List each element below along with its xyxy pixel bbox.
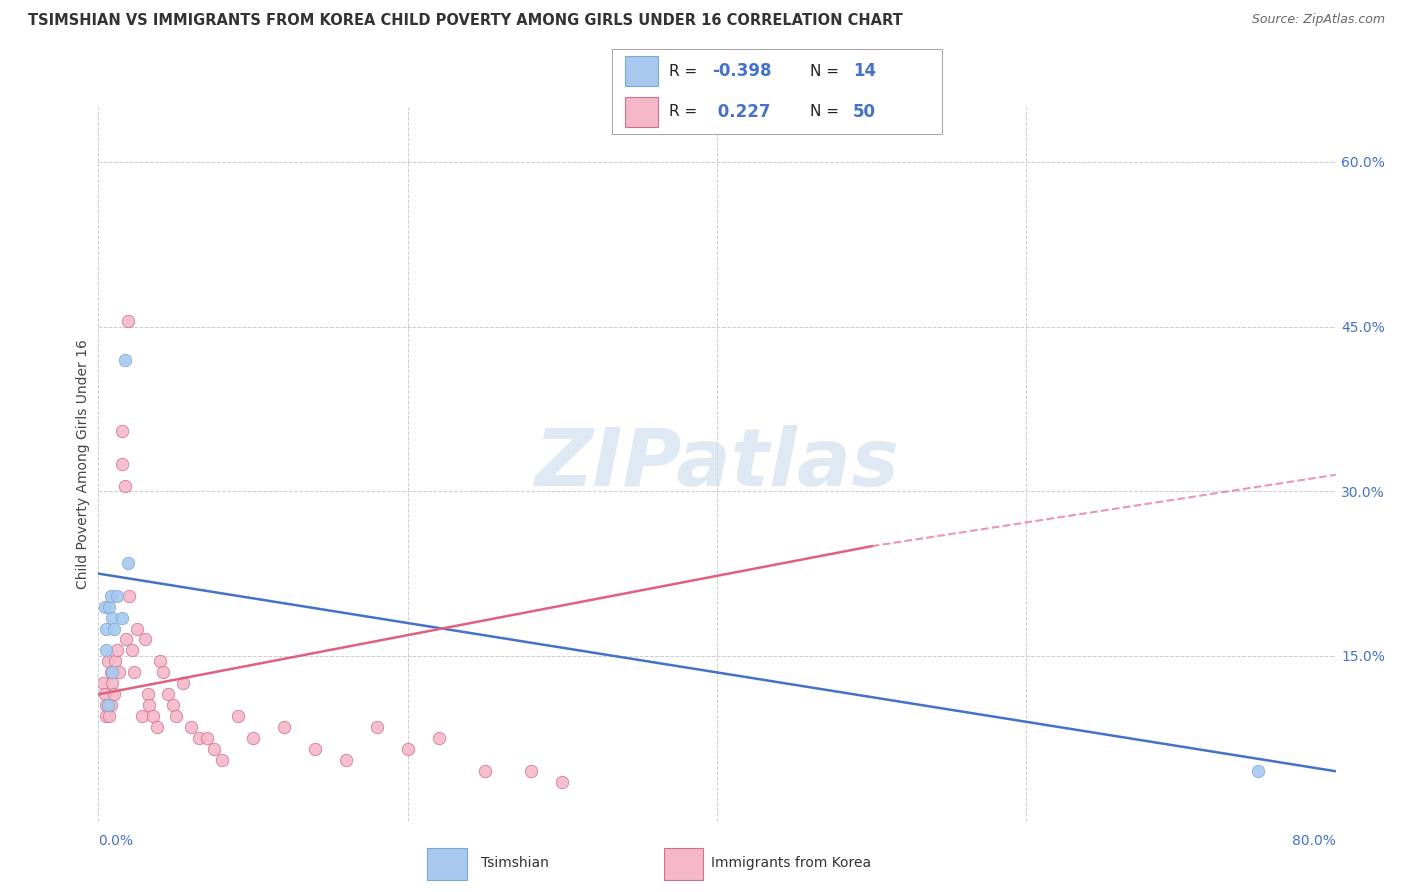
Point <box>107 665 129 680</box>
Text: -0.398: -0.398 <box>713 62 772 80</box>
Point <box>111 424 134 438</box>
Point <box>105 643 128 657</box>
Point <box>142 709 165 723</box>
Point <box>195 731 218 746</box>
Point <box>162 698 184 713</box>
Point <box>520 764 543 779</box>
Point <box>114 352 136 367</box>
Point <box>115 632 138 647</box>
Point <box>91 676 114 690</box>
Text: 14: 14 <box>853 62 876 80</box>
Point <box>131 709 153 723</box>
Point <box>180 720 202 734</box>
Point <box>366 720 388 734</box>
Text: Immigrants from Korea: Immigrants from Korea <box>711 856 872 870</box>
Point <box>97 655 120 669</box>
Point <box>226 709 249 723</box>
Point <box>101 610 124 624</box>
Point <box>98 709 121 723</box>
FancyBboxPatch shape <box>624 56 658 87</box>
Y-axis label: Child Poverty Among Girls Under 16: Child Poverty Among Girls Under 16 <box>76 339 90 589</box>
Point <box>111 457 134 471</box>
Point <box>117 314 139 328</box>
Point <box>127 622 149 636</box>
Point <box>138 698 160 713</box>
Point <box>149 655 172 669</box>
Point <box>96 709 118 723</box>
Point <box>97 698 120 713</box>
Point <box>100 665 122 680</box>
Point <box>173 676 195 690</box>
Point <box>165 709 187 723</box>
Text: Tsimshian: Tsimshian <box>481 856 548 870</box>
Text: 0.0%: 0.0% <box>98 834 134 848</box>
Point <box>96 643 118 657</box>
Point <box>427 731 450 746</box>
Point <box>273 720 295 734</box>
Point <box>204 742 226 756</box>
Point <box>96 622 118 636</box>
Point <box>134 632 156 647</box>
Point <box>136 687 159 701</box>
Point <box>146 720 169 734</box>
Point <box>114 479 136 493</box>
Point <box>111 610 134 624</box>
Point <box>96 698 118 713</box>
Point <box>98 599 121 614</box>
Text: 0.227: 0.227 <box>713 103 770 120</box>
Point <box>117 556 139 570</box>
FancyBboxPatch shape <box>624 96 658 127</box>
Text: 50: 50 <box>853 103 876 120</box>
Point <box>100 589 122 603</box>
Point <box>105 589 128 603</box>
Point <box>93 687 115 701</box>
Point <box>101 676 124 690</box>
Point <box>304 742 326 756</box>
Point <box>103 687 125 701</box>
Point <box>118 589 141 603</box>
FancyBboxPatch shape <box>664 848 703 880</box>
Point <box>104 655 127 669</box>
Point <box>100 698 122 713</box>
Point <box>551 775 574 789</box>
Text: R =: R = <box>669 63 697 78</box>
Point <box>122 665 145 680</box>
Text: R =: R = <box>669 104 697 120</box>
Text: Source: ZipAtlas.com: Source: ZipAtlas.com <box>1251 13 1385 27</box>
Text: N =: N = <box>810 104 839 120</box>
Point <box>396 742 419 756</box>
Point <box>101 665 124 680</box>
Text: ZIPatlas: ZIPatlas <box>534 425 900 503</box>
Point <box>211 753 233 767</box>
Point <box>152 665 174 680</box>
Point <box>474 764 496 779</box>
Point <box>121 643 143 657</box>
Point <box>242 731 264 746</box>
Point <box>188 731 211 746</box>
Text: TSIMSHIAN VS IMMIGRANTS FROM KOREA CHILD POVERTY AMONG GIRLS UNDER 16 CORRELATIO: TSIMSHIAN VS IMMIGRANTS FROM KOREA CHILD… <box>28 13 903 29</box>
Text: N =: N = <box>810 63 839 78</box>
Point <box>157 687 180 701</box>
Point <box>1247 764 1270 779</box>
Text: 80.0%: 80.0% <box>1292 834 1336 848</box>
Point <box>93 599 115 614</box>
Point <box>103 622 125 636</box>
FancyBboxPatch shape <box>427 848 467 880</box>
Point <box>335 753 357 767</box>
